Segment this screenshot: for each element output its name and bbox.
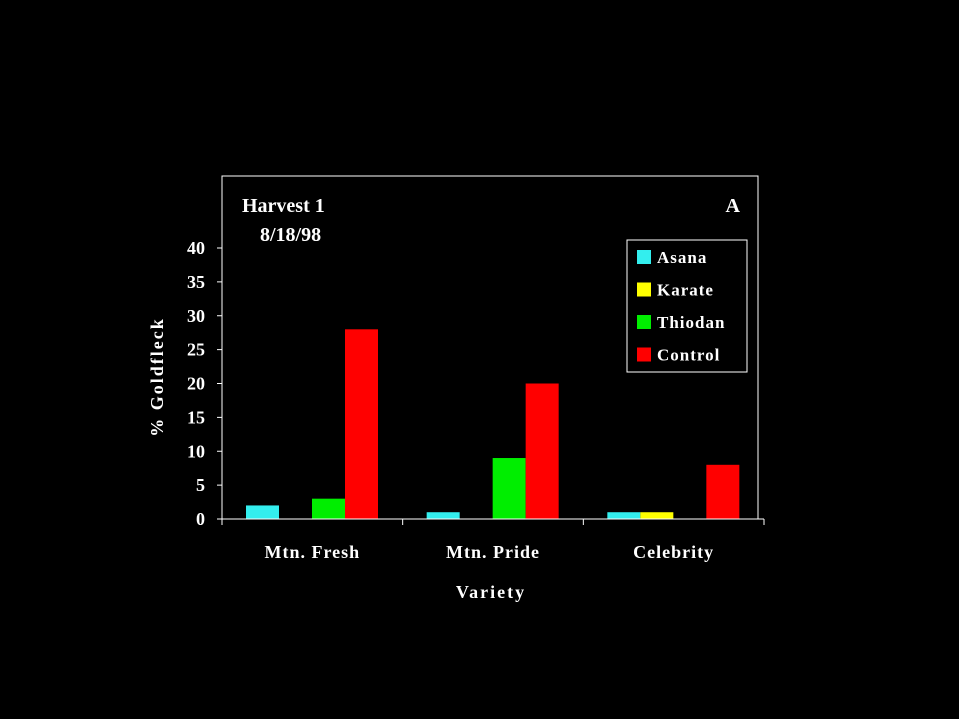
bar [525, 383, 559, 519]
x-tick-label: Mtn. Pride [446, 542, 540, 562]
panel-label: A [726, 195, 741, 217]
y-tick-label: 5 [196, 475, 205, 495]
legend-swatch [637, 282, 651, 297]
x-axis-title: Variety [456, 582, 526, 602]
bar [312, 498, 345, 519]
y-tick-label: 30 [187, 306, 205, 326]
y-tick-label: 0 [196, 509, 205, 529]
y-axis-title: % Goldfleck [147, 317, 167, 437]
bar [607, 512, 641, 519]
chart-title-line2: 8/18/98 [260, 224, 321, 246]
y-tick-label: 25 [187, 340, 205, 360]
bar [706, 464, 740, 519]
bar [492, 458, 526, 519]
legend-swatch [637, 315, 651, 329]
y-tick-label: 10 [187, 441, 205, 461]
legend-swatch [637, 250, 651, 264]
chart-title-line1: Harvest 1 [242, 195, 325, 217]
legend-label: Asana [657, 248, 707, 267]
legend-label: Thiodan [657, 313, 725, 332]
x-tick-label: Celebrity [633, 542, 714, 562]
legend-items: Asana Karate Thiodan Control [637, 248, 725, 365]
x-tick-label: Mtn. Fresh [264, 542, 360, 562]
legend: Asana Karate Thiodan Control [626, 239, 748, 373]
y-tick-label: 15 [187, 407, 205, 427]
y-tick-label: 40 [187, 238, 205, 258]
y-axis: 0 5 10 15 20 25 30 35 40 [187, 238, 222, 529]
x-axis: Mtn. Fresh Mtn. Pride Celebrity [221, 518, 765, 562]
y-tick-label: 35 [187, 272, 205, 292]
bar [246, 505, 279, 519]
bars-group [246, 329, 740, 519]
y-tick-label: 20 [187, 374, 205, 394]
legend-swatch [637, 347, 651, 362]
legend-label: Control [657, 346, 720, 365]
bar [640, 512, 674, 519]
legend-label: Karate [657, 281, 714, 300]
bar [426, 512, 460, 519]
bar [345, 329, 378, 519]
